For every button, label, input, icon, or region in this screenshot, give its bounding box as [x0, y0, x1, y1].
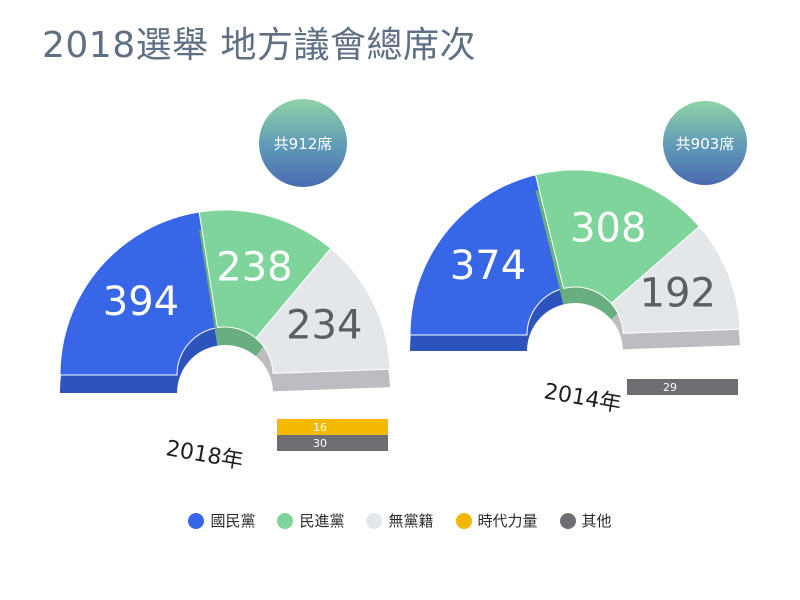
slice-other — [277, 435, 388, 451]
legend-item-dpp: 民進黨 — [277, 510, 344, 531]
legend-swatch-ind — [366, 512, 383, 529]
value-label-ind: 192 — [640, 270, 716, 316]
year-label: 2018年 — [164, 436, 245, 474]
value-label-dpp: 308 — [570, 206, 646, 252]
slice-kmt — [409, 174, 565, 336]
legend-item-npp: 時代力量 — [455, 510, 538, 531]
value-label-other: 29 — [663, 381, 677, 394]
total-seats-label: 共903席 — [676, 135, 735, 153]
value-label-other: 30 — [313, 437, 327, 450]
slice-dpp — [534, 169, 701, 305]
value-label-kmt: 394 — [103, 279, 179, 325]
legend-label-npp: 時代力量 — [477, 512, 538, 530]
total-bubble — [663, 101, 747, 185]
legend-item-kmt: 國民黨 — [188, 510, 255, 531]
legend-swatch-dpp — [277, 512, 294, 529]
legend-swatch-other — [559, 512, 576, 529]
slice-ind — [610, 225, 741, 334]
slice-kmt — [59, 211, 219, 376]
legend: 國民黨 民進黨 無黨籍 時代力量 其他 — [0, 510, 800, 531]
value-label-kmt: 374 — [450, 243, 526, 289]
legend-swatch-npp — [455, 512, 472, 529]
year-label: 2014年 — [542, 379, 623, 417]
slice-npp — [277, 419, 388, 435]
legend-item-other: 其他 — [559, 510, 612, 531]
chart-title: 2018選舉 地方議會總席次 — [42, 25, 477, 66]
value-label-dpp: 238 — [216, 244, 292, 290]
value-label-npp: 16 — [313, 421, 327, 434]
legend-label-other: 其他 — [581, 512, 612, 530]
value-label-ind: 234 — [286, 302, 362, 348]
slice-dpp — [198, 209, 332, 339]
total-seats-label: 共912席 — [274, 135, 333, 153]
legend-label-dpp: 民進黨 — [299, 512, 345, 530]
slice-other — [627, 379, 738, 395]
legend-label-ind: 無黨籍 — [388, 512, 434, 530]
slice-ind — [255, 247, 391, 374]
total-bubble — [259, 99, 347, 187]
arch-chart-2018年: 394 238 234 16 30 共912席 2018年 — [59, 99, 391, 474]
arch-chart-2014年: 374 308 192 29 共903席 2014年 — [409, 101, 747, 417]
legend-item-ind: 無黨籍 — [366, 510, 434, 531]
legend-label-kmt: 國民黨 — [210, 512, 256, 530]
legend-swatch-kmt — [188, 512, 205, 529]
